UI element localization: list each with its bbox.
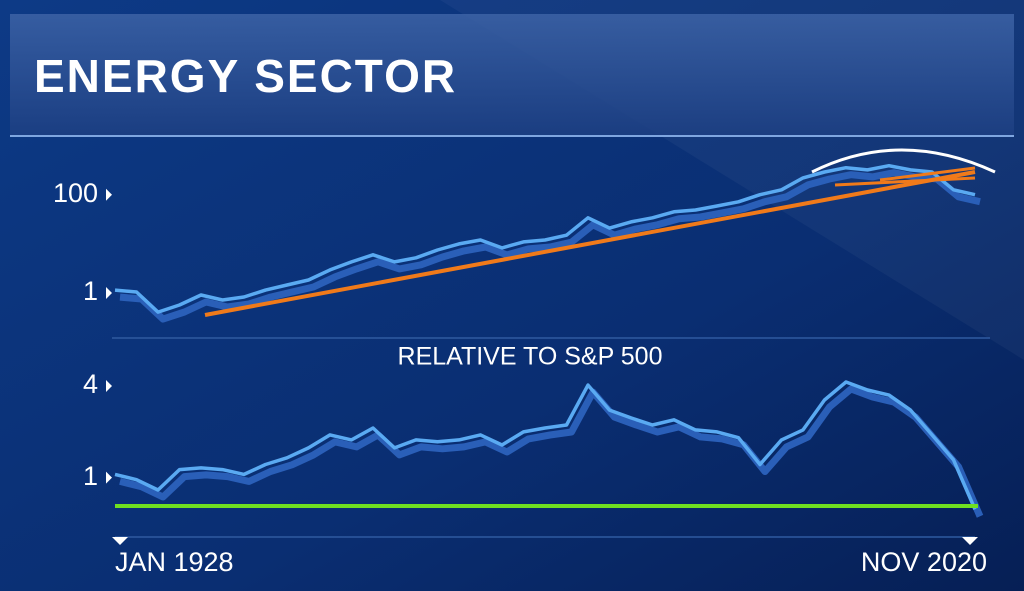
y-tick-mark bbox=[106, 380, 112, 393]
trend-line bbox=[204, 170, 976, 317]
trend-line bbox=[834, 176, 976, 187]
y-tick-label: 100 bbox=[53, 178, 98, 208]
x-marker bbox=[112, 537, 128, 545]
y-tick-mark bbox=[106, 287, 112, 300]
top-arc bbox=[811, 148, 996, 174]
panel-title: RELATIVE TO S&P 500 bbox=[398, 343, 663, 371]
line-shadow bbox=[119, 385, 984, 518]
x-tick-label: NOV 2020 bbox=[861, 547, 987, 577]
line-shadow bbox=[119, 169, 981, 323]
y-tick-mark bbox=[106, 188, 112, 201]
chart-title: ENERGY SECTOR bbox=[34, 50, 457, 102]
line bbox=[114, 380, 977, 510]
trend-line bbox=[879, 166, 976, 182]
y-tick-label: 4 bbox=[83, 369, 98, 399]
y-tick-label: 1 bbox=[83, 276, 98, 306]
plot-area: 1 100 1 4 JAN 1928 NOV 2020 bbox=[53, 163, 987, 577]
title-bar bbox=[10, 14, 1014, 136]
x-marker bbox=[962, 537, 978, 545]
x-tick-label: JAN 1928 bbox=[115, 547, 234, 577]
y-tick-label: 1 bbox=[83, 461, 98, 491]
line bbox=[114, 163, 976, 314]
y-tick-mark bbox=[106, 471, 112, 484]
